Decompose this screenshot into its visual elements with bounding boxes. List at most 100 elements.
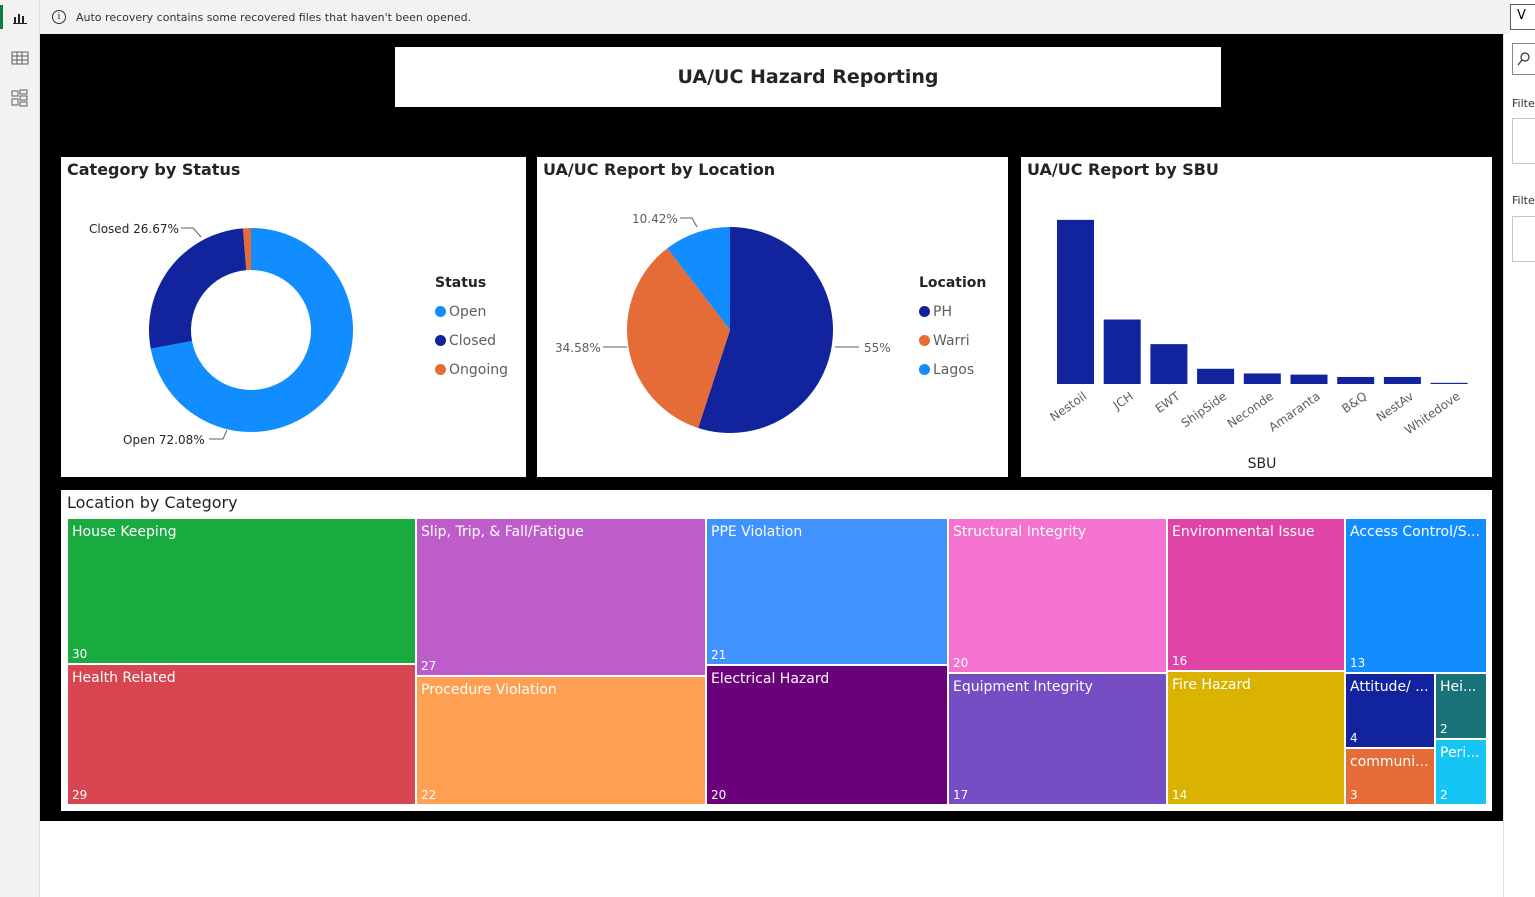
cell-label: Equipment Integrity xyxy=(953,679,1093,695)
pie-chart: 10.42% 34.58% 55% xyxy=(555,212,891,433)
legend-label: Lagos xyxy=(933,361,975,378)
status-legend: Status Open Closed Ongoing xyxy=(435,275,508,384)
cell-label: Procedure Violation xyxy=(421,682,557,698)
bar-amaranta[interactable] xyxy=(1290,374,1328,384)
treemap-cell-ppe-violation[interactable]: PPE Violation 21 xyxy=(706,518,948,665)
legend-dot xyxy=(919,364,930,375)
legend-dot xyxy=(435,364,446,375)
cell-label: Slip, Trip, & Fall/Fatigue xyxy=(421,524,584,540)
filter-drop-zone[interactable] xyxy=(1512,118,1535,164)
table-view-icon[interactable] xyxy=(8,46,32,70)
open-data-label: Open 72.08% xyxy=(123,433,205,447)
search-icon xyxy=(1517,52,1530,66)
view-menu-label: V xyxy=(1517,8,1526,23)
legend-item-ph[interactable]: PH xyxy=(919,297,986,326)
treemap-cell-peri[interactable]: Peri... 2 xyxy=(1435,739,1487,805)
cell-label: communi... xyxy=(1350,754,1429,770)
cell-value: 17 xyxy=(953,788,969,802)
info-icon: i xyxy=(52,10,66,24)
slice-ph[interactable] xyxy=(698,227,833,433)
legend-item-lagos[interactable]: Lagos xyxy=(919,355,986,384)
report-view-icon[interactable] xyxy=(8,5,32,29)
legend-dot xyxy=(435,306,446,317)
cell-label: Peri... xyxy=(1440,745,1480,761)
treemap-cell-electrical-hazard[interactable]: Electrical Hazard 20 xyxy=(706,665,948,805)
filter-search-box[interactable] xyxy=(1512,43,1535,75)
visual-title: UA/UC Report by Location xyxy=(543,160,776,179)
x-tick-label: Amaranta xyxy=(1266,389,1323,434)
treemap-cell-house-keeping[interactable]: House Keeping 30 xyxy=(67,518,416,664)
legend-dot xyxy=(435,335,446,346)
cell-label: Structural Integrity xyxy=(953,524,1087,540)
treemap-cell-communication[interactable]: communi... 3 xyxy=(1345,748,1435,805)
report-title: UA/UC Hazard Reporting xyxy=(395,47,1221,107)
legend-item-open[interactable]: Open xyxy=(435,297,508,326)
cell-value: 21 xyxy=(711,648,727,662)
notification-text: Auto recovery contains some recovered fi… xyxy=(76,10,472,24)
legend-item-warri[interactable]: Warri xyxy=(919,326,986,355)
cell-label: Access Control/S... xyxy=(1350,524,1480,540)
treemap-cell-procedure-violation[interactable]: Procedure Violation 22 xyxy=(416,676,706,805)
location-by-category-visual[interactable]: Location by Category House Keeping 30 Hea… xyxy=(61,490,1492,811)
visual-title: Category by Status xyxy=(67,160,241,179)
slice-ongoing[interactable] xyxy=(242,228,251,271)
treemap-cell-height[interactable]: Hei... 2 xyxy=(1435,673,1487,739)
view-switcher-rail xyxy=(0,0,40,897)
report-by-location-visual[interactable]: UA/UC Report by Location 10.42% 34.58% 5… xyxy=(537,157,1008,477)
filters-pane: Filte Filte xyxy=(1503,34,1535,897)
x-tick-label: Nestoil xyxy=(1047,389,1089,424)
cell-value: 20 xyxy=(953,656,969,670)
legend-title: Status xyxy=(435,275,487,291)
slice-open[interactable] xyxy=(150,228,353,432)
bar-neconde[interactable] xyxy=(1243,373,1281,384)
category-by-status-visual[interactable]: Category by Status Closed 26.67% Open 72… xyxy=(61,157,526,477)
active-view-indicator xyxy=(0,5,3,29)
treemap: House Keeping 30 Health Related 29 Slip, T… xyxy=(67,518,1487,805)
cell-label: Hei... xyxy=(1440,679,1477,695)
treemap-cell-access-control[interactable]: Access Control/S... 13 xyxy=(1345,518,1487,673)
slice-warri[interactable] xyxy=(627,248,730,428)
bar-nestav[interactable] xyxy=(1383,376,1421,384)
closed-leader-line xyxy=(181,227,202,238)
treemap-cell-attitude[interactable]: Attitude/ ... 4 xyxy=(1345,673,1435,748)
report-canvas: UA/UC Hazard Reporting Category by Statu… xyxy=(40,34,1503,821)
x-axis-title: SBU xyxy=(1248,456,1277,472)
filter-drop-zone[interactable] xyxy=(1512,216,1535,262)
treemap-cell-slip-trip-fall[interactable]: Slip, Trip, & Fall/Fatigue 27 xyxy=(416,518,706,676)
cell-label: Environmental Issue xyxy=(1172,524,1315,540)
cell-value: 20 xyxy=(711,788,727,802)
x-tick-label: JCH xyxy=(1110,389,1136,413)
bar-shipside[interactable] xyxy=(1197,368,1235,384)
legend-label: PH xyxy=(933,303,952,320)
bar-b-q[interactable] xyxy=(1337,376,1375,384)
treemap-cell-environmental-issue[interactable]: Environmental Issue 16 xyxy=(1167,518,1345,671)
treemap-cell-equipment-integrity[interactable]: Equipment Integrity 17 xyxy=(948,673,1167,805)
cell-value: 3 xyxy=(1350,788,1358,802)
slice-lagos[interactable] xyxy=(667,227,730,330)
cell-label: Attitude/ ... xyxy=(1350,679,1429,695)
cell-value: 2 xyxy=(1440,722,1448,736)
bar-ewt[interactable] xyxy=(1150,344,1188,384)
filters-on-page-label: Filte xyxy=(1512,97,1535,110)
notification-bar: i Auto recovery contains some recovered … xyxy=(40,0,1510,34)
legend-item-ongoing[interactable]: Ongoing xyxy=(435,355,508,384)
legend-item-closed[interactable]: Closed xyxy=(435,326,508,355)
slice-closed[interactable] xyxy=(149,228,247,349)
filters-on-all-pages-label: Filte xyxy=(1512,194,1535,207)
legend-dot xyxy=(919,335,930,346)
report-by-sbu-visual[interactable]: UA/UC Report by SBU Nestoil JCH EWT ShipSid… xyxy=(1021,157,1492,477)
bar-whitedove[interactable] xyxy=(1430,382,1468,384)
cell-value: 4 xyxy=(1350,731,1358,745)
treemap-cell-health-related[interactable]: Health Related 29 xyxy=(67,664,416,805)
bar-jch[interactable] xyxy=(1103,319,1141,384)
view-menu-button[interactable]: V xyxy=(1510,4,1535,30)
bar-nestoil[interactable] xyxy=(1057,219,1094,384)
treemap-cell-structural-integrity[interactable]: Structural Integrity 20 xyxy=(948,518,1167,673)
location-legend: Location PH Warri Lagos xyxy=(919,275,986,384)
donut-chart: Closed 26.67% Open 72.08% xyxy=(89,222,353,447)
cell-value: 2 xyxy=(1440,788,1448,802)
model-view-icon[interactable] xyxy=(8,86,32,110)
treemap-cell-fire-hazard[interactable]: Fire Hazard 14 xyxy=(1167,671,1345,805)
legend-label: Warri xyxy=(933,332,970,349)
warri-data-label: 34.58% xyxy=(555,341,601,355)
